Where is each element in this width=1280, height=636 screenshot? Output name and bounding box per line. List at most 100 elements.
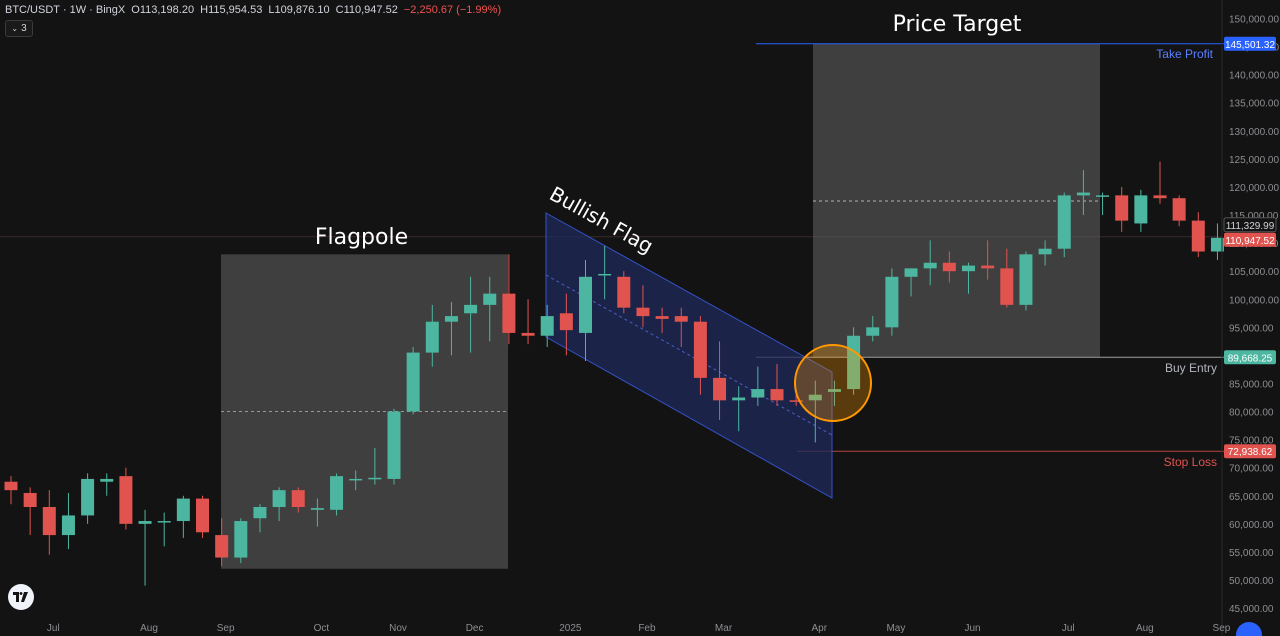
candle[interactable]	[368, 448, 382, 485]
price-target-zone[interactable]	[813, 43, 1100, 358]
candle[interactable]	[981, 240, 995, 280]
candle[interactable]	[808, 380, 822, 443]
candle[interactable]	[904, 268, 918, 297]
candle[interactable]	[1153, 161, 1167, 204]
price-axis-tick: 50,000.00	[1229, 576, 1274, 587]
candle[interactable]	[1019, 251, 1033, 311]
candle[interactable]	[100, 473, 114, 496]
candle-body	[234, 521, 248, 558]
candle[interactable]	[1057, 192, 1071, 258]
price-axis-tick: 65,000.00	[1229, 492, 1274, 503]
candle[interactable]	[406, 346, 420, 415]
candle[interactable]	[138, 509, 152, 586]
candle[interactable]	[1096, 192, 1110, 216]
buy-entry-label: Buy Entry	[1165, 361, 1217, 375]
candle[interactable]	[1210, 223, 1224, 260]
candle[interactable]	[253, 504, 267, 533]
candle[interactable]	[387, 408, 401, 485]
breakout-highlight-circle[interactable]	[794, 344, 872, 422]
candle[interactable]	[119, 467, 133, 530]
candle[interactable]	[866, 316, 880, 342]
candle[interactable]	[674, 307, 688, 347]
take-profit-price-tag[interactable]: 145,501.32	[1224, 36, 1276, 51]
candle[interactable]	[291, 487, 305, 513]
candle[interactable]	[1172, 195, 1186, 227]
candle[interactable]	[693, 316, 707, 395]
candle[interactable]	[330, 473, 344, 516]
candle[interactable]	[770, 363, 784, 406]
candle[interactable]	[827, 380, 841, 406]
candle[interactable]	[42, 490, 56, 555]
candle-body	[330, 476, 344, 510]
candle[interactable]	[234, 518, 248, 564]
candle-body	[119, 476, 133, 524]
candle[interactable]	[962, 262, 975, 294]
candle[interactable]	[732, 386, 746, 432]
candle[interactable]	[942, 251, 956, 283]
floating-action-button[interactable]	[1236, 622, 1262, 636]
candle[interactable]	[176, 495, 190, 538]
candle-body	[962, 265, 975, 272]
current-price-tag[interactable]: 111,329.99 110,947.52	[1223, 217, 1277, 247]
time-axis-tick: Sep	[1213, 623, 1231, 634]
candle[interactable]	[4, 476, 18, 505]
price-axis-tick: 45,000.00	[1229, 604, 1274, 615]
candle[interactable]	[1191, 212, 1205, 258]
candle[interactable]	[310, 498, 324, 527]
candle[interactable]	[751, 366, 765, 406]
candle[interactable]	[885, 268, 899, 336]
candle[interactable]	[923, 240, 937, 286]
candle-body	[598, 273, 612, 276]
candle[interactable]	[521, 299, 535, 345]
tradingview-logo-icon[interactable]	[8, 584, 34, 610]
candle[interactable]	[444, 302, 458, 356]
candle[interactable]	[215, 518, 229, 566]
stop-loss-price-tag-text: 72,938.62	[1228, 447, 1273, 458]
time-axis-tick: Mar	[715, 623, 733, 634]
candle[interactable]	[1115, 186, 1129, 232]
candle-body	[770, 389, 784, 401]
candle[interactable]	[579, 259, 592, 362]
candle[interactable]	[540, 304, 554, 347]
indicators-toggle-button[interactable]: ⌄ 3	[5, 20, 33, 37]
flagpole-zone[interactable]	[221, 254, 508, 569]
price-axis-tick: 60,000.00	[1229, 520, 1274, 531]
candle[interactable]	[61, 492, 75, 550]
candle-body	[157, 521, 171, 523]
candle[interactable]	[789, 394, 803, 406]
candle[interactable]	[464, 276, 478, 353]
candle[interactable]	[349, 470, 363, 491]
candle-body	[981, 265, 995, 269]
candle-body	[1115, 195, 1129, 221]
candle[interactable]	[81, 473, 95, 524]
time-axis-tick: Jul	[47, 623, 60, 634]
chevron-down-icon: ⌄	[11, 24, 19, 33]
candle-body	[215, 535, 229, 558]
candle[interactable]	[636, 285, 650, 328]
stop-loss-price-tag[interactable]: 72,938.62	[1224, 444, 1276, 459]
candle[interactable]	[617, 271, 631, 314]
candle-body	[444, 316, 458, 322]
candle[interactable]	[713, 341, 727, 420]
candle[interactable]	[1038, 240, 1052, 266]
candle[interactable]	[483, 276, 497, 342]
price-axis-tick: 80,000.00	[1229, 408, 1274, 419]
change-value: −2,250.67 (−1.99%)	[403, 4, 502, 16]
candle[interactable]	[1134, 189, 1148, 232]
candle[interactable]	[425, 304, 439, 367]
candle[interactable]	[502, 254, 516, 345]
candle[interactable]	[272, 487, 286, 522]
symbol-label[interactable]: BTC/USDT · 1W · BingX	[5, 4, 126, 16]
candle[interactable]	[157, 512, 171, 547]
candle[interactable]	[1076, 170, 1090, 216]
flag-midline	[545, 274, 833, 436]
candle[interactable]	[559, 293, 573, 356]
candle-body	[310, 508, 324, 510]
candle[interactable]	[598, 245, 612, 300]
candle[interactable]	[655, 307, 669, 333]
candle[interactable]	[1000, 248, 1014, 308]
buy-entry-price-tag[interactable]: 89,668.25	[1224, 350, 1276, 365]
candle[interactable]	[196, 495, 209, 538]
candle[interactable]	[23, 487, 37, 536]
